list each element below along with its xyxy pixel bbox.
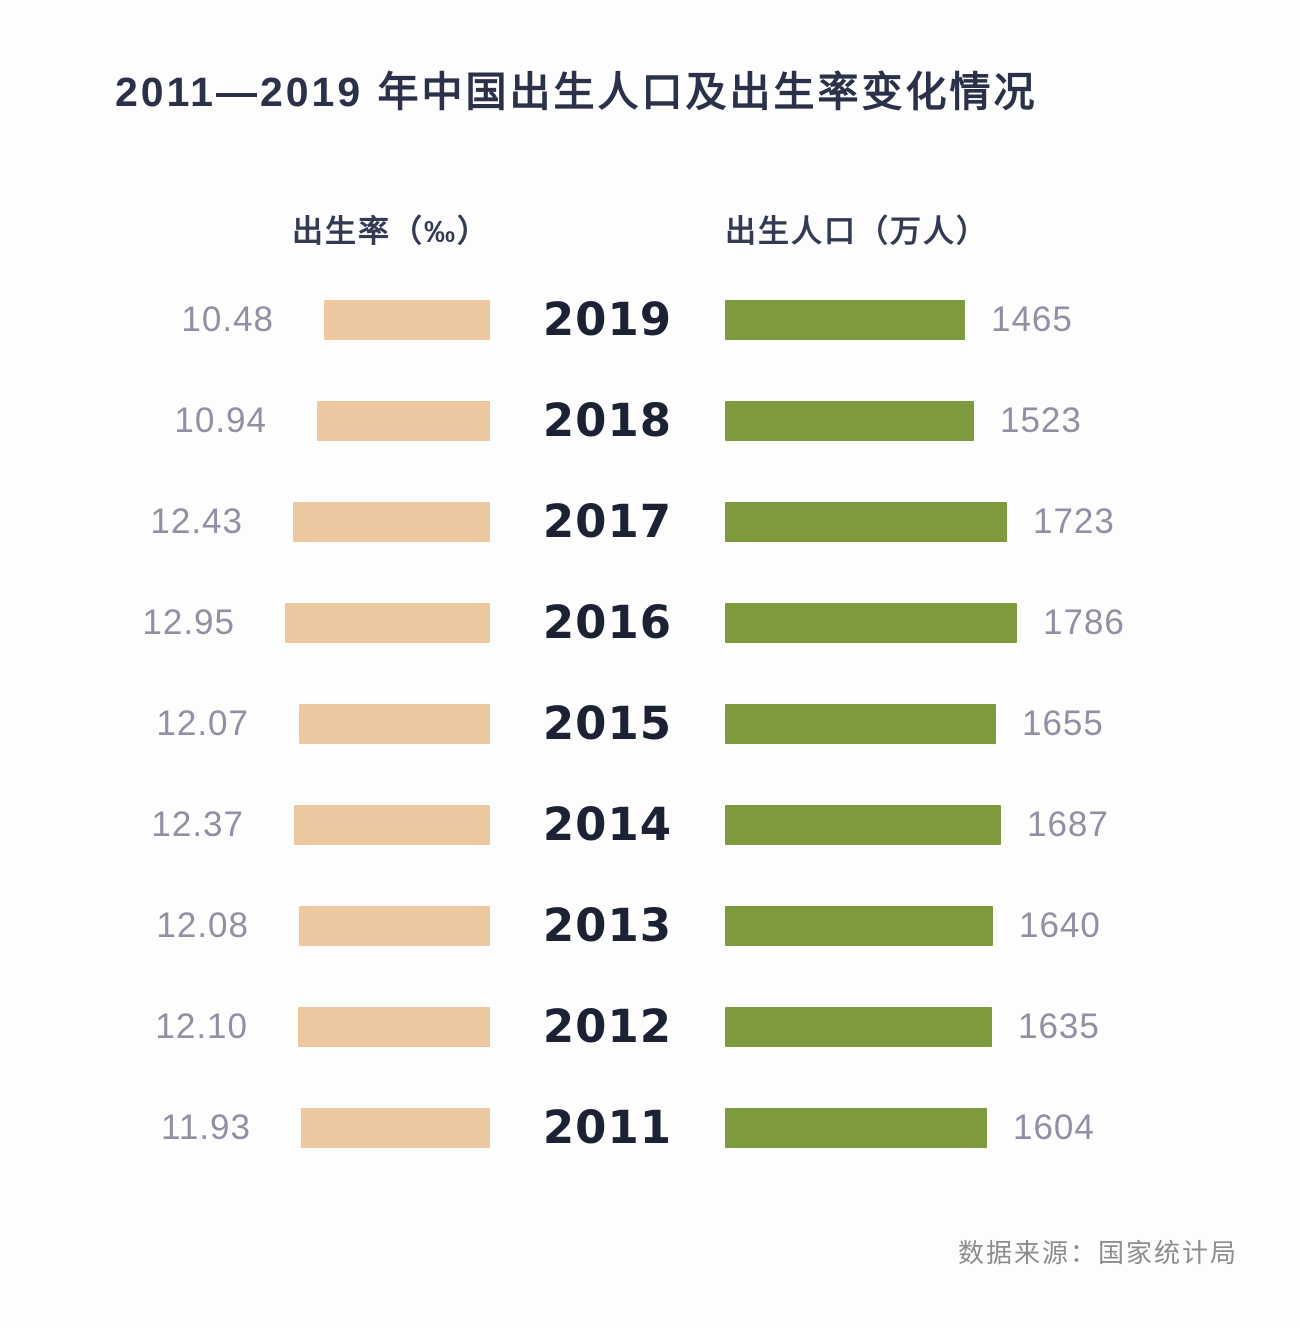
year-label: 2016 (542, 596, 673, 649)
birth-rate-bar (294, 804, 490, 845)
birth-rate-cell: 11.93 (115, 1107, 490, 1148)
birth-rate-value: 11.93 (161, 1107, 251, 1147)
chart-row: 12.43 2017 1723 (115, 471, 1240, 572)
birth-rate-value: 12.37 (151, 804, 244, 844)
chart-row: 12.10 2012 1635 (115, 976, 1240, 1077)
year-label: 2013 (542, 899, 673, 952)
year-label: 2018 (542, 394, 673, 447)
birth-rate-value: 12.10 (155, 1006, 248, 1046)
birth-population-bar (725, 400, 974, 441)
birth-rate-bar (298, 1006, 490, 1047)
birth-rate-bar (301, 1107, 490, 1148)
birth-rate-bar (299, 905, 490, 946)
birth-rate-cell: 12.10 (115, 1006, 490, 1047)
birth-rate-cell: 10.94 (115, 400, 490, 441)
birth-population-value: 1687 (1027, 804, 1109, 844)
birth-rate-bar (324, 299, 490, 340)
year-label: 2014 (542, 798, 673, 851)
chart-row: 12.95 2016 1786 (115, 572, 1240, 673)
birth-population-cell: 1723 (725, 501, 1240, 542)
birth-population-cell: 1523 (725, 400, 1240, 441)
birth-rate-value: 10.94 (174, 400, 267, 440)
birth-rate-bar (299, 703, 490, 744)
birth-rate-cell: 12.43 (115, 501, 490, 542)
birth-population-value: 1786 (1043, 602, 1125, 642)
birth-rate-bar (317, 400, 490, 441)
birth-population-cell: 1640 (725, 905, 1240, 946)
birth-rate-cell: 12.37 (115, 804, 490, 845)
year-label: 2019 (542, 293, 673, 346)
year-label: 2015 (542, 697, 673, 750)
year-label: 2012 (542, 1000, 673, 1053)
birth-population-bar (725, 602, 1017, 643)
birth-population-value: 1523 (1000, 400, 1082, 440)
birth-population-bar (725, 1006, 992, 1047)
birth-population-value: 1640 (1019, 905, 1101, 945)
birth-rate-cell: 12.08 (115, 905, 490, 946)
chart-row: 12.08 2013 1640 (115, 875, 1240, 976)
birth-rate-value: 10.48 (181, 299, 274, 339)
birth-population-value: 1604 (1013, 1107, 1095, 1147)
chart-row: 12.07 2015 1655 (115, 673, 1240, 774)
birth-population-bar (725, 299, 965, 340)
birth-population-bar (725, 804, 1001, 845)
chart-row: 12.37 2014 1687 (115, 774, 1240, 875)
birth-population-cell: 1604 (725, 1107, 1240, 1148)
birth-population-value: 1723 (1033, 501, 1115, 541)
series-label-birth-population: 出生人口（万人） (725, 214, 989, 249)
birth-population-value: 1465 (991, 299, 1073, 339)
birth-rate-value: 12.43 (150, 501, 243, 541)
series-label-birth-rate: 出生率（‰） (292, 214, 490, 249)
year-label: 2011 (542, 1101, 673, 1154)
series-header-row: 出生率（‰） 出生人口（万人） (115, 206, 1240, 251)
chart-row: 11.93 2011 1604 (115, 1077, 1240, 1178)
birth-population-cell: 1635 (725, 1006, 1240, 1047)
chart-row: 10.48 2019 1465 (115, 269, 1240, 370)
birth-rate-value: 12.08 (156, 905, 249, 945)
birth-population-bar (725, 905, 993, 946)
birth-population-cell: 1655 (725, 703, 1240, 744)
birth-rate-bar (293, 501, 490, 542)
birth-rate-value: 12.95 (142, 602, 235, 642)
birth-population-bar (725, 501, 1007, 542)
birth-rate-cell: 10.48 (115, 299, 490, 340)
birth-population-value: 1655 (1022, 703, 1104, 743)
birth-population-cell: 1786 (725, 602, 1240, 643)
birth-rate-cell: 12.07 (115, 703, 490, 744)
birth-rate-value: 12.07 (156, 703, 249, 743)
year-label: 2017 (542, 495, 673, 548)
birth-population-bar (725, 703, 996, 744)
birth-rate-bar (285, 602, 490, 643)
birth-population-cell: 1687 (725, 804, 1240, 845)
chart-row: 10.94 2018 1523 (115, 370, 1240, 471)
birth-rate-cell: 12.95 (115, 602, 490, 643)
data-source-note: 数据来源：国家统计局 (957, 1238, 1238, 1268)
birth-population-bar (725, 1107, 987, 1148)
birth-population-cell: 1465 (725, 299, 1240, 340)
birth-population-value: 1635 (1018, 1006, 1100, 1046)
chart-rows: 10.48 2019 1465 10.94 2018 1523 12.43 2017 1723 1… (115, 269, 1240, 1178)
chart-title: 2011—2019 年中国出生人口及出生率变化情况 (115, 69, 1038, 115)
